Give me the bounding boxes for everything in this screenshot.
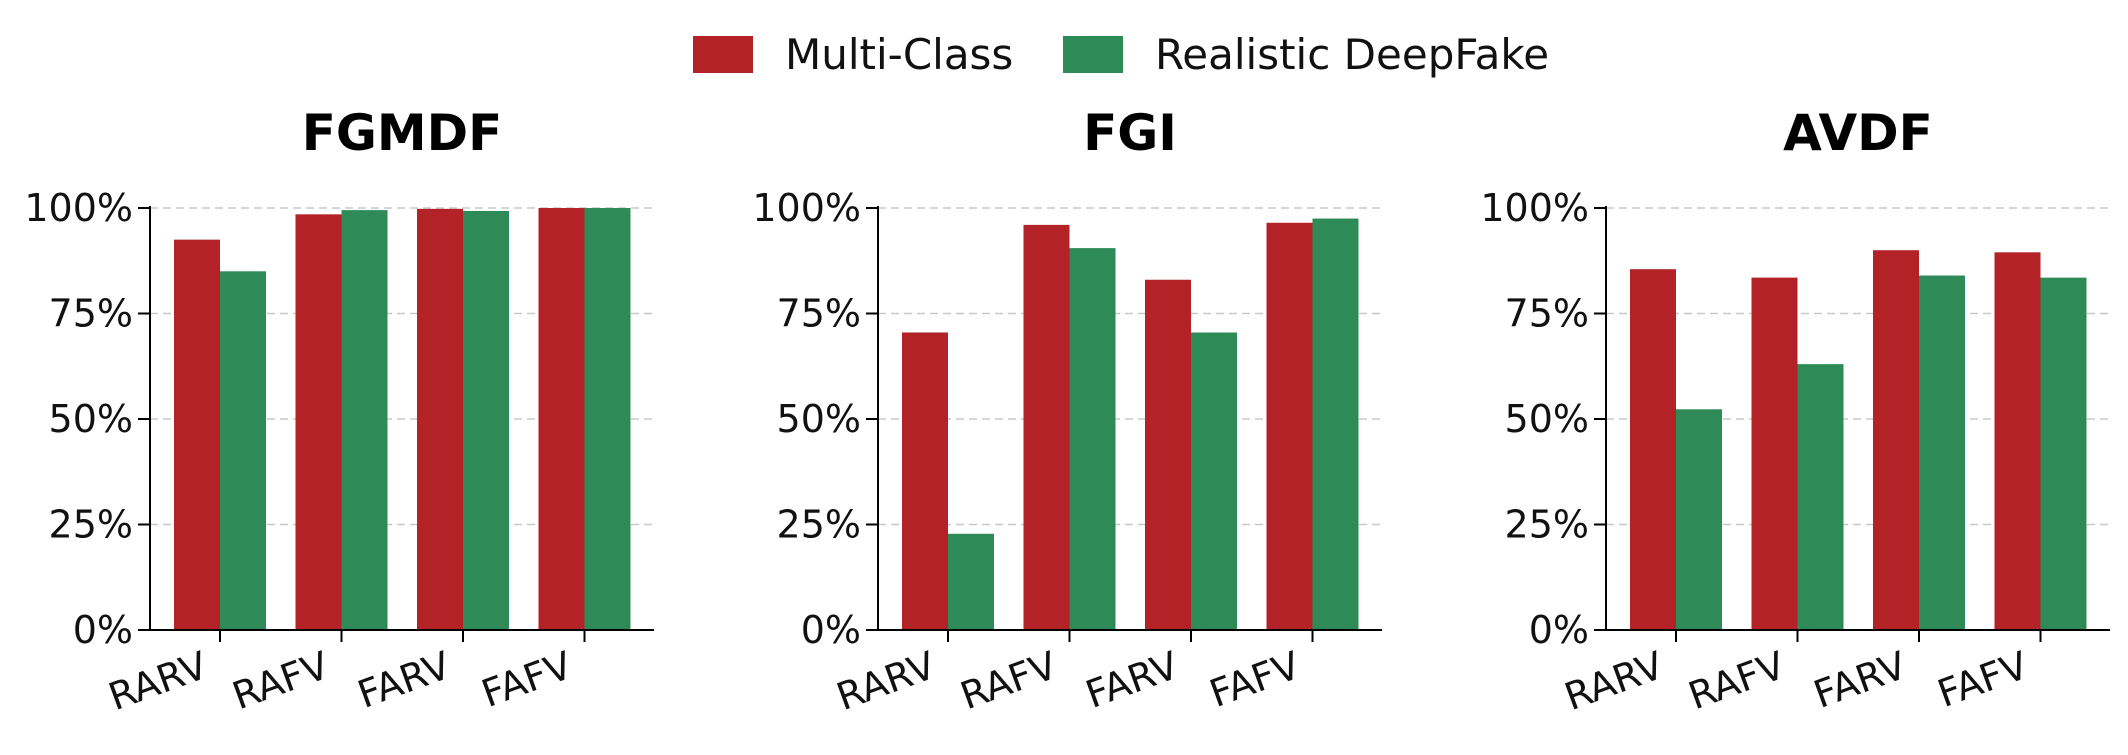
x-tick-label: FARV (1808, 643, 1912, 717)
x-tick-label: RAFV (227, 643, 335, 718)
bar-realistic-deepfake (584, 208, 631, 630)
chart-title: FGMDF (302, 104, 503, 162)
legend-label: Multi-Class (785, 30, 1013, 79)
bar-realistic-deepfake (1191, 332, 1237, 630)
bar-realistic-deepfake (463, 210, 509, 631)
y-tick-label: 0% (801, 608, 861, 652)
bar-multi-class (538, 208, 585, 630)
y-tick-label: 50% (777, 397, 861, 441)
bar-multi-class (1873, 250, 1919, 630)
bar-multi-class (1994, 252, 2041, 630)
legend: Multi-Class Realistic DeepFake (693, 30, 1549, 79)
y-tick-label: 0% (73, 608, 133, 652)
y-tick-label: 100% (752, 186, 861, 230)
x-tick-label: FAFV (1932, 643, 2034, 716)
y-tick-label: 25% (777, 503, 861, 547)
legend-swatch (1063, 36, 1123, 73)
y-tick-label: 100% (1480, 186, 1589, 230)
chart-panel: FGMDF 0% 25% 50% 75% 100% RARV RAFV FARV FAFV (24, 104, 654, 719)
x-tick-label: FAFV (1204, 643, 1306, 716)
legend-label: Realistic DeepFake (1155, 30, 1549, 79)
bar-multi-class (902, 332, 948, 630)
bar-multi-class (417, 208, 463, 630)
y-tick-label: 50% (1505, 397, 1589, 441)
bar-multi-class (1751, 277, 1798, 630)
y-tick-label: 100% (24, 186, 133, 230)
x-tick-label: RARV (103, 643, 213, 719)
bar-realistic-deepfake (1676, 409, 1722, 630)
y-tick-label: 0% (1529, 608, 1589, 652)
y-tick-label: 50% (49, 397, 133, 441)
x-tick-label: RAFV (955, 643, 1063, 718)
bar-realistic-deepfake (220, 271, 266, 630)
bar-realistic-deepfake (1312, 218, 1359, 631)
x-tick-label: RAFV (1683, 643, 1791, 718)
bar-realistic-deepfake (948, 533, 994, 630)
bar-multi-class (174, 239, 220, 630)
bar-realistic-deepfake (1797, 364, 1844, 630)
chart-title: FGI (1083, 104, 1177, 162)
y-tick-label: 25% (1505, 503, 1589, 547)
bar-multi-class (1145, 279, 1191, 630)
bar-realistic-deepfake (1069, 248, 1116, 630)
x-tick-label: FAFV (476, 643, 578, 716)
bar-realistic-deepfake (2040, 277, 2087, 630)
y-tick-label: 75% (1505, 292, 1589, 336)
chart-panel: FGI 0% 25% 50% 75% 100% RARV RAFV FARV FAFV (752, 104, 1382, 719)
chart-title: AVDF (1783, 104, 1933, 162)
chart-panel: AVDF 0% 25% 50% 75% 100% RARV RAFV FARV FAFV (1480, 104, 2110, 719)
bar-realistic-deepfake (341, 210, 388, 631)
bar-multi-class (295, 214, 342, 630)
bar-realistic-deepfake (1919, 275, 1965, 630)
y-tick-label: 75% (49, 292, 133, 336)
x-tick-label: RARV (1559, 643, 1669, 719)
legend-swatch (693, 36, 753, 73)
y-tick-label: 75% (777, 292, 861, 336)
x-tick-label: FARV (1080, 643, 1184, 717)
x-tick-label: RARV (831, 643, 941, 719)
y-tick-label: 25% (49, 503, 133, 547)
bar-multi-class (1266, 222, 1313, 630)
bar-multi-class (1630, 269, 1676, 630)
x-tick-label: FARV (352, 643, 456, 717)
bar-multi-class (1023, 224, 1070, 630)
